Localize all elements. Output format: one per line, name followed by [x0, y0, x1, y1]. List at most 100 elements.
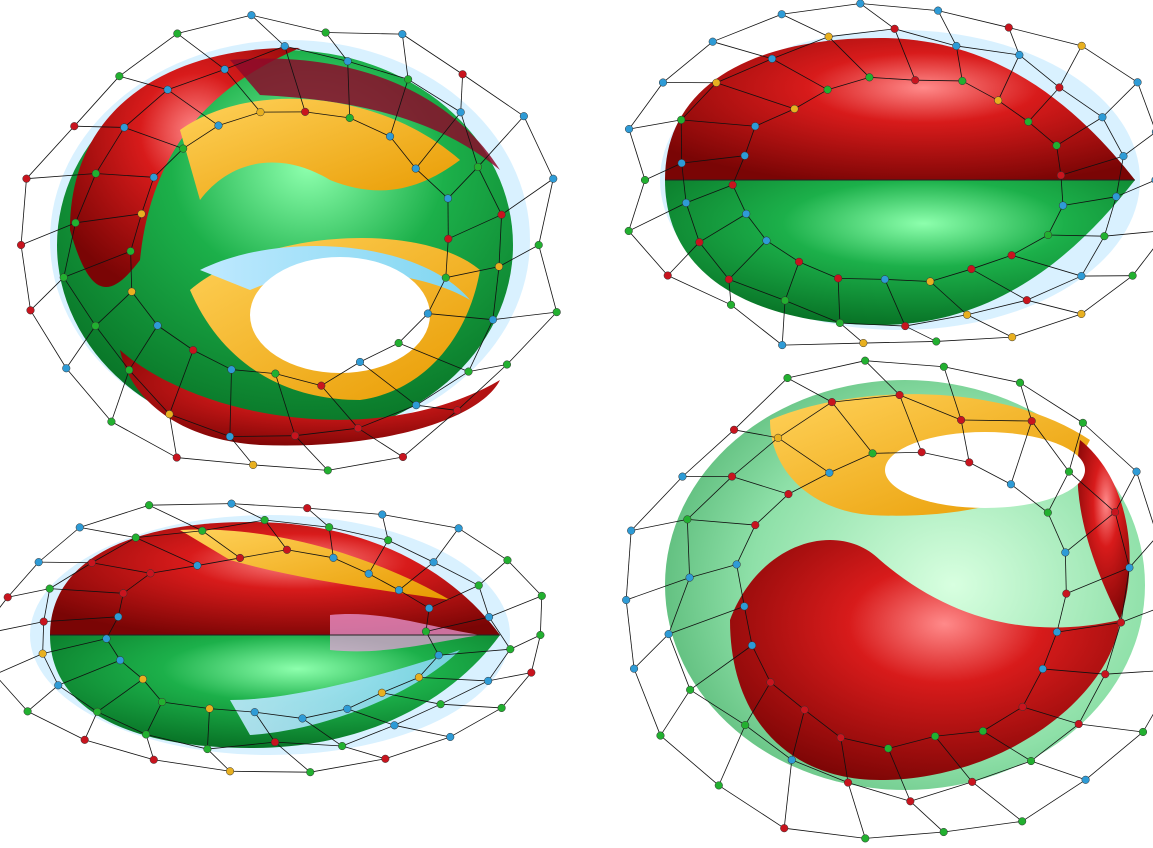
- net-edge: [716, 58, 773, 84]
- net-edge: [407, 78, 461, 113]
- control-point: [714, 781, 723, 790]
- net-edge: [1012, 313, 1082, 338]
- net-edge: [687, 476, 733, 520]
- net-edge: [860, 3, 939, 12]
- net-edge: [997, 100, 1029, 123]
- control-point: [823, 85, 832, 94]
- control-point: [120, 123, 129, 132]
- net-edge: [631, 518, 688, 532]
- control-point: [865, 73, 874, 82]
- control-point: [1052, 141, 1061, 150]
- net-edge: [1081, 275, 1133, 315]
- control-point: [774, 433, 783, 442]
- control-point: [414, 673, 423, 682]
- net-edge: [847, 782, 866, 839]
- net-edge: [167, 68, 225, 91]
- net-edge: [506, 311, 557, 365]
- net-edge: [628, 202, 687, 232]
- net-edge: [209, 708, 255, 713]
- net-edge: [689, 645, 753, 691]
- control-point: [59, 273, 68, 282]
- control-point: [1004, 23, 1013, 32]
- control-point: [317, 381, 326, 390]
- control-point: [115, 72, 124, 81]
- net-edge: [197, 557, 241, 566]
- net-edge: [130, 251, 133, 292]
- net-edge: [230, 770, 311, 773]
- net-edge: [167, 89, 219, 126]
- net-edge: [736, 564, 745, 607]
- control-point: [62, 364, 71, 373]
- net-edge: [294, 435, 329, 471]
- control-point: [1058, 201, 1068, 210]
- net-edge: [478, 585, 490, 618]
- net-edge: [863, 341, 937, 344]
- net-edge: [264, 519, 288, 551]
- net-edge: [394, 724, 451, 738]
- net-edge: [1123, 133, 1153, 157]
- net-edge: [1120, 567, 1130, 623]
- control-point: [884, 744, 893, 753]
- net-edge: [124, 127, 184, 149]
- control-point: [1119, 152, 1128, 161]
- net-edge: [1120, 609, 1153, 623]
- net-edge: [1010, 420, 1033, 485]
- net-edge: [478, 559, 508, 586]
- net-edge: [681, 163, 687, 203]
- net-edge: [75, 213, 142, 224]
- net-edge: [1056, 145, 1062, 176]
- net-edge: [162, 701, 210, 710]
- net-edge: [1137, 82, 1153, 126]
- control-point: [678, 472, 687, 481]
- control-point: [740, 151, 749, 160]
- net-edge: [176, 457, 254, 466]
- control-point: [502, 360, 512, 369]
- net-edge: [777, 437, 830, 474]
- control-point: [458, 70, 467, 79]
- net-edge: [42, 653, 59, 686]
- net-edge: [929, 281, 968, 316]
- control-point: [227, 499, 236, 508]
- net-edge: [668, 633, 691, 690]
- net-edge: [751, 645, 771, 683]
- net-edge: [123, 572, 151, 594]
- net-edge: [501, 178, 554, 216]
- net-edge: [838, 277, 885, 280]
- control-point: [712, 78, 721, 87]
- net-edge: [628, 82, 664, 130]
- control-point: [256, 108, 265, 117]
- net-edge: [935, 730, 984, 737]
- net-edge: [445, 238, 449, 278]
- net-edge: [507, 559, 543, 597]
- control-point: [291, 431, 300, 440]
- net-edge: [681, 155, 745, 164]
- net-edge: [320, 385, 359, 429]
- control-point: [436, 700, 445, 709]
- net-edge: [468, 364, 508, 372]
- net-edge: [1064, 552, 1067, 594]
- net-edge: [79, 526, 136, 538]
- net-edge: [894, 28, 916, 81]
- net-edge: [398, 561, 434, 591]
- control-point: [364, 569, 373, 578]
- control-point: [153, 321, 162, 330]
- net-edge: [130, 213, 142, 252]
- net-edge: [971, 254, 1012, 270]
- net-edge: [1026, 299, 1082, 315]
- net-edge: [202, 519, 265, 532]
- control-point: [1007, 251, 1016, 260]
- control-point: [137, 209, 146, 218]
- control-point: [260, 515, 269, 525]
- control-point: [859, 338, 868, 348]
- control-point: [939, 827, 948, 837]
- net-edge: [0, 653, 43, 673]
- control-point: [1132, 467, 1141, 476]
- control-point: [80, 735, 89, 744]
- net-edge: [728, 278, 786, 301]
- net-edge: [743, 606, 753, 646]
- control-point: [488, 315, 497, 324]
- net-edge: [27, 710, 85, 741]
- control-point: [343, 57, 352, 66]
- patch: [200, 246, 470, 300]
